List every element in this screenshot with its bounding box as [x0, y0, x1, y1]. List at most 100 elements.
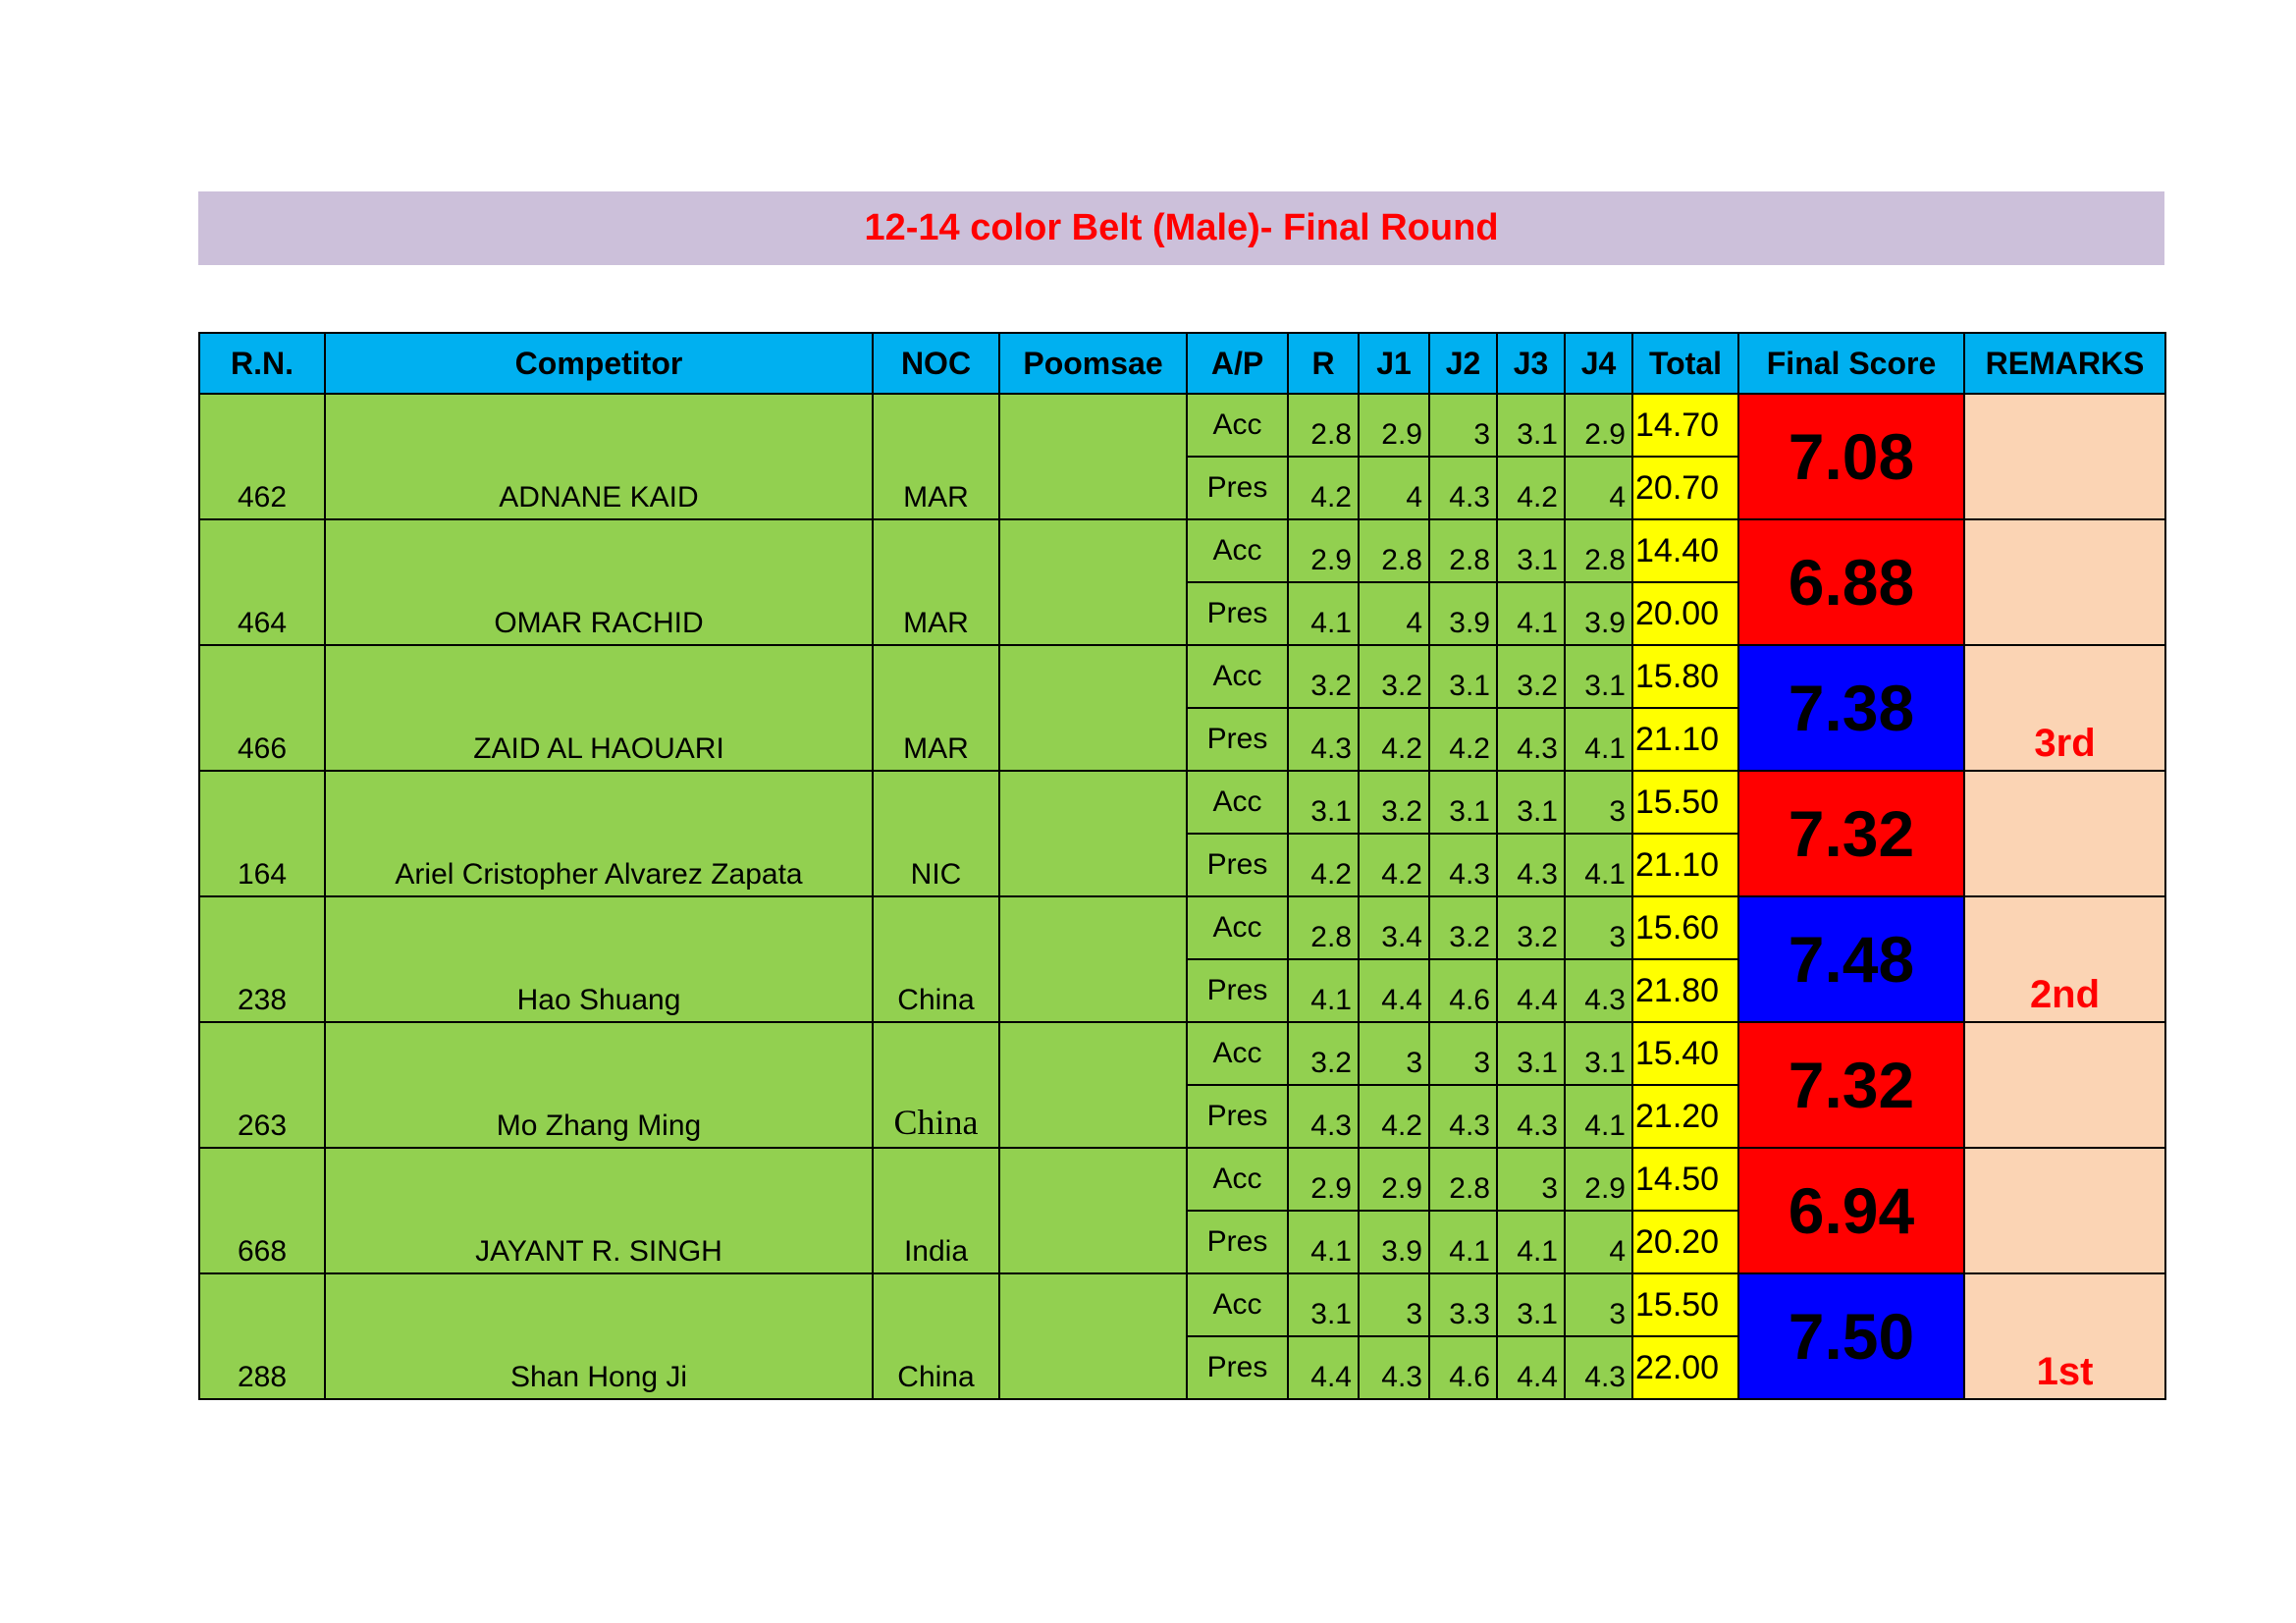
ap-label: Acc — [1186, 1021, 1289, 1086]
poomsae — [998, 393, 1188, 520]
table-row: Pres 4.1 3.9 4.1 4.1 4 20.20 — [199, 1210, 2165, 1274]
total-score: 15.60 — [1631, 895, 1739, 960]
total-score: 14.70 — [1631, 393, 1739, 458]
score-r: 2.8 — [1287, 393, 1360, 458]
ap-label: Pres — [1186, 1335, 1289, 1400]
score-r: 4.1 — [1287, 1210, 1360, 1274]
poomsae — [998, 1272, 1188, 1400]
competitor-name: Ariel Cristopher Alvarez Zapata — [324, 770, 874, 897]
header-j3: J3 — [1496, 332, 1566, 395]
score-j2: 4.2 — [1428, 707, 1498, 772]
score-j2: 4.3 — [1428, 456, 1498, 520]
rank-number: 466 — [198, 644, 326, 772]
score-r: 4.3 — [1287, 1084, 1360, 1149]
score-j2: 3.2 — [1428, 895, 1498, 960]
table-row: 238 Hao Shuang China Acc 2.8 3.4 3.2 3.2 3 15.60 7… — [198, 895, 2166, 1023]
score-j1: 2.9 — [1358, 1147, 1430, 1212]
ap-label: Pres — [1186, 707, 1289, 772]
competitor-name: Mo Zhang Ming — [324, 1021, 874, 1149]
ap-label: Pres — [1186, 456, 1289, 520]
score-r: 3.2 — [1287, 1021, 1360, 1086]
score-j3: 4.1 — [1496, 581, 1566, 646]
final-score: 7.08 — [1737, 393, 1965, 520]
ap-label: Pres — [1186, 958, 1289, 1023]
table-row: Pres 4.2 4.2 4.3 4.3 4.1 21.10 — [199, 833, 2165, 897]
final-score: 7.50 — [1737, 1272, 1965, 1400]
score-j4: 4.1 — [1564, 833, 1633, 897]
table-row: 462 ADNANE KAID MAR Acc 2.8 2.9 3 3.1 2.9 14.70 7.… — [198, 393, 2166, 520]
score-j3: 4.4 — [1496, 1335, 1566, 1400]
table-row: Pres 4.1 4.4 4.6 4.4 4.3 21.80 — [199, 958, 2165, 1023]
total-score: 14.40 — [1631, 518, 1739, 583]
score-j3: 3.1 — [1496, 770, 1566, 835]
table-row: 466 ZAID AL HAOUARI MAR Acc 3.2 3.2 3.1 3.2 3.1 1… — [198, 644, 2166, 772]
table-row: Pres 4.4 4.3 4.6 4.4 4.3 22.00 — [199, 1335, 2165, 1400]
score-r: 4.2 — [1287, 456, 1360, 520]
score-j4: 4 — [1564, 456, 1633, 520]
noc: China — [872, 895, 1000, 1023]
score-j1: 4.2 — [1358, 833, 1430, 897]
score-j2: 2.8 — [1428, 518, 1498, 583]
score-j3: 3.2 — [1496, 895, 1566, 960]
ap-label: Pres — [1186, 833, 1289, 897]
score-j2: 3.3 — [1428, 1272, 1498, 1337]
score-j1: 4.2 — [1358, 707, 1430, 772]
score-j2: 4.6 — [1428, 958, 1498, 1023]
table-row: 668 JAYANT R. SINGH India Acc 2.9 2.9 2.8 3 2.9 1… — [198, 1147, 2166, 1274]
poomsae — [998, 644, 1188, 772]
score-j1: 3.9 — [1358, 1210, 1430, 1274]
score-j3: 4.2 — [1496, 456, 1566, 520]
competitor-name: OMAR RACHID — [324, 518, 874, 646]
page-title: 12-14 color Belt (Male)- Final Round — [864, 207, 1499, 248]
rank-number: 462 — [198, 393, 326, 520]
rank-number: 668 — [198, 1147, 326, 1274]
score-j1: 4 — [1358, 581, 1430, 646]
score-r: 4.3 — [1287, 707, 1360, 772]
score-j4: 3.1 — [1564, 644, 1633, 709]
score-j3: 4.3 — [1496, 1084, 1566, 1149]
poomsae — [998, 518, 1188, 646]
final-score: 7.48 — [1737, 895, 1965, 1023]
score-r: 2.8 — [1287, 895, 1360, 960]
ap-label: Acc — [1186, 644, 1289, 709]
noc: MAR — [872, 393, 1000, 520]
score-j1: 4.3 — [1358, 1335, 1430, 1400]
score-r: 2.9 — [1287, 1147, 1360, 1212]
score-j2: 3.9 — [1428, 581, 1498, 646]
competitor-name: Shan Hong Ji — [324, 1272, 874, 1400]
results-table: R.N. Competitor NOC Poomsae A/P R J1 J2 J3 J4 Tota… — [198, 332, 2166, 1400]
score-j4: 2.9 — [1564, 393, 1633, 458]
header-final-score: Final Score — [1737, 332, 1965, 395]
competitor-name: ZAID AL HAOUARI — [324, 644, 874, 772]
score-r: 2.9 — [1287, 518, 1360, 583]
table-row: Pres 4.3 4.2 4.3 4.3 4.1 21.20 — [199, 1084, 2165, 1149]
score-j1: 4.2 — [1358, 1084, 1430, 1149]
total-score: 20.00 — [1631, 581, 1739, 646]
table-row: Pres 4.2 4 4.3 4.2 4 20.70 — [199, 456, 2165, 520]
noc: NIC — [872, 770, 1000, 897]
final-score: 7.32 — [1737, 1021, 1965, 1149]
competitor-name: Hao Shuang — [324, 895, 874, 1023]
ap-label: Pres — [1186, 1210, 1289, 1274]
header-row: R.N. Competitor NOC Poomsae A/P R J1 J2 J3 J4 Tota… — [198, 332, 2166, 395]
ap-label: Pres — [1186, 1084, 1289, 1149]
poomsae — [998, 1021, 1188, 1149]
score-j2: 4.6 — [1428, 1335, 1498, 1400]
score-j4: 4.1 — [1564, 1084, 1633, 1149]
score-r: 4.4 — [1287, 1335, 1360, 1400]
score-j3: 3.1 — [1496, 393, 1566, 458]
rank-number: 464 — [198, 518, 326, 646]
score-j4: 3 — [1564, 770, 1633, 835]
header-rn: R.N. — [198, 332, 326, 395]
score-j3: 3.2 — [1496, 644, 1566, 709]
remarks — [1963, 1021, 2166, 1149]
total-score: 21.20 — [1631, 1084, 1739, 1149]
noc: India — [872, 1147, 1000, 1274]
score-j4: 3.9 — [1564, 581, 1633, 646]
ap-label: Acc — [1186, 1272, 1289, 1337]
total-score: 15.50 — [1631, 1272, 1739, 1337]
remarks — [1963, 770, 2166, 897]
total-score: 15.80 — [1631, 644, 1739, 709]
score-j1: 2.9 — [1358, 393, 1430, 458]
table-row: 164 Ariel Cristopher Alvarez Zapata NIC Acc… — [198, 770, 2166, 897]
